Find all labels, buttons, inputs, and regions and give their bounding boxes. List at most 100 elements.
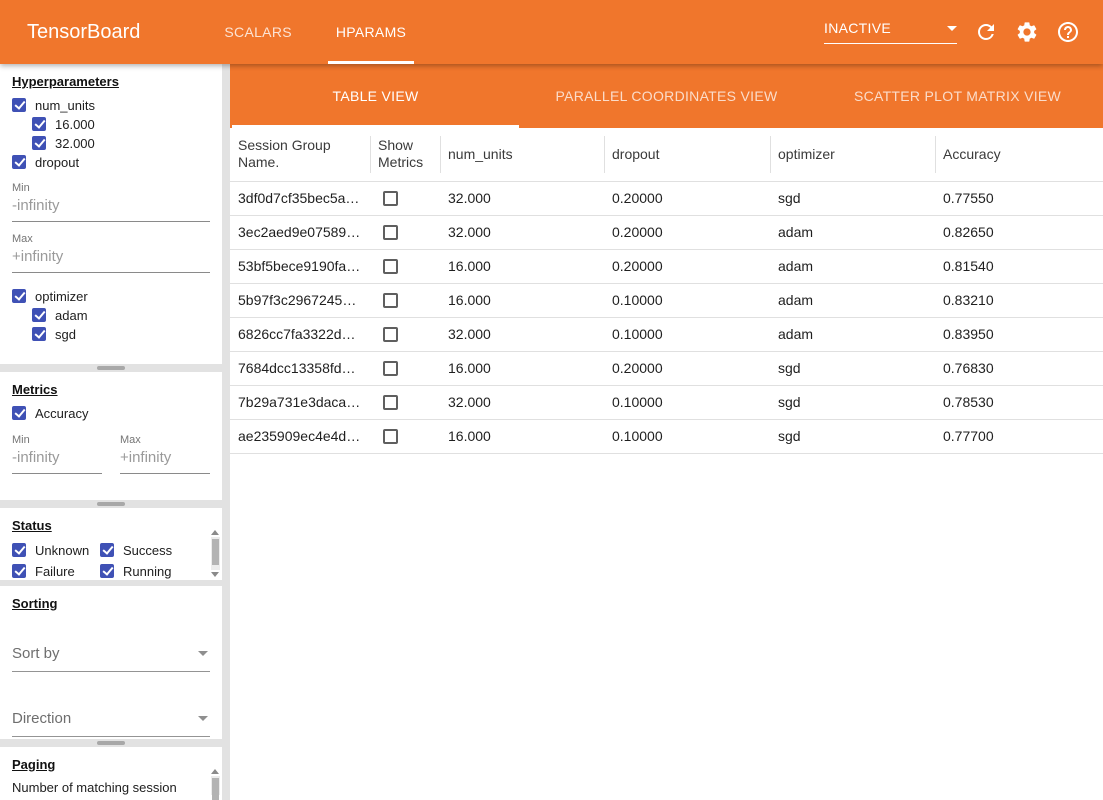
accuracy-cell: 0.83210	[935, 283, 1103, 318]
sorting-section: Sorting Sort by Direction	[0, 586, 222, 739]
resize-handle[interactable]	[97, 741, 125, 745]
tab-table-view[interactable]: TABLE VIEW	[230, 64, 521, 128]
scroll-up-icon[interactable]	[211, 530, 219, 535]
optimizer-adam-checkbox[interactable]	[32, 308, 46, 322]
num-units-checkbox[interactable]	[12, 98, 26, 112]
sorting-title: Sorting	[12, 596, 58, 611]
metric-max-input[interactable]	[120, 446, 210, 474]
scrollbar-thumb[interactable]	[211, 778, 219, 800]
chevron-down-icon	[947, 25, 957, 31]
metric-max-label: Max	[120, 434, 141, 446]
sort-by-select[interactable]: Sort by	[12, 640, 210, 672]
table-row: 53bf5bece9190fa… 16.000 0.20000 adam 0.8…	[230, 249, 1103, 284]
status-success: Success	[100, 541, 194, 559]
tab-scatter-plot-matrix-view[interactable]: SCATTER PLOT MATRIX VIEW	[812, 64, 1103, 128]
table-row: 6826cc7fa3322d82… 32.000 0.10000 adam 0.…	[230, 317, 1103, 352]
param-optimizer-sgd: sgd	[32, 325, 210, 343]
optimizer-sgd-label: sgd	[55, 326, 76, 342]
tab-parallel-coordinates-view[interactable]: PARALLEL COORDINATES VIEW	[521, 64, 812, 128]
table-row: ae235909ec4e4d… 16.000 0.10000 sgd 0.777…	[230, 419, 1103, 454]
status-unknown-checkbox[interactable]	[12, 543, 26, 557]
metric-min-field: Min	[12, 423, 102, 474]
gear-icon[interactable]	[1015, 20, 1039, 44]
tab-hparams-label: HPARAMS	[335, 24, 407, 40]
show-metrics-checkbox[interactable]	[383, 293, 398, 309]
param-num-units: num_units	[12, 96, 210, 114]
num-units-16-checkbox[interactable]	[32, 117, 46, 131]
table-row: 3df0d7cf35bec5a… 32.000 0.20000 sgd 0.77…	[230, 181, 1103, 216]
optimizer-checkbox[interactable]	[12, 289, 26, 303]
table-row: 7684dcc13358fd0… 16.000 0.20000 sgd 0.76…	[230, 351, 1103, 386]
status-failure-checkbox[interactable]	[12, 564, 26, 578]
dropout-label: dropout	[35, 154, 80, 170]
run-status-dropdown[interactable]: INACTIVE	[824, 20, 957, 44]
table-row: 3ec2aed9e07589f… 32.000 0.20000 adam 0.8…	[230, 215, 1103, 250]
metric-accuracy: Accuracy	[12, 404, 210, 422]
num-units-cell: 32.000	[440, 215, 604, 250]
tab-parallel-coordinates-label: PARALLEL COORDINATES VIEW	[555, 88, 778, 104]
session-group-name-cell: 5b97f3c2967245b…	[230, 283, 370, 318]
session-groups-table: Session Group Name. Show Metrics num_uni…	[230, 128, 1103, 454]
chevron-down-icon	[198, 716, 208, 721]
param-num-units-32: 32.000	[32, 134, 210, 152]
param-optimizer-adam: adam	[32, 306, 210, 324]
status-success-checkbox[interactable]	[100, 543, 114, 557]
accuracy-cell: 0.77700	[935, 419, 1103, 454]
sort-by-value: Sort by	[12, 645, 60, 662]
session-group-name-cell: 53bf5bece9190fa…	[230, 249, 370, 284]
optimizer-sgd-checkbox[interactable]	[32, 327, 46, 341]
hyperparameters-section: Hyperparameters num_units 16.000 32.000 …	[0, 64, 222, 364]
tab-hparams[interactable]: HPARAMS	[314, 0, 428, 64]
help-icon[interactable]	[1056, 20, 1080, 44]
session-group-name-cell: 3ec2aed9e07589f…	[230, 215, 370, 250]
app-title: TensorBoard	[27, 20, 141, 43]
show-metrics-cell	[370, 249, 440, 284]
col-show-metrics: Show Metrics	[370, 128, 440, 182]
refresh-icon[interactable]	[974, 20, 998, 44]
show-metrics-checkbox[interactable]	[383, 225, 398, 241]
optimizer-cell: sgd	[770, 419, 935, 454]
show-metrics-checkbox[interactable]	[383, 191, 398, 207]
paging-scrollbar[interactable]	[209, 769, 221, 800]
show-metrics-checkbox[interactable]	[383, 395, 398, 411]
num-units-16-label: 16.000	[55, 116, 95, 132]
show-metrics-checkbox[interactable]	[383, 259, 398, 275]
resize-handle[interactable]	[97, 366, 125, 370]
status-success-label: Success	[123, 542, 173, 558]
paging-section: Paging Number of matching session groups…	[0, 747, 222, 800]
status-running: Running	[100, 562, 194, 580]
num-units-cell: 16.000	[440, 283, 604, 318]
direction-select[interactable]: Direction	[12, 705, 210, 737]
status-unknown: Unknown	[12, 541, 100, 559]
hparams-max-input[interactable]	[12, 245, 210, 273]
show-metrics-checkbox[interactable]	[383, 327, 398, 343]
direction-value: Direction	[12, 710, 72, 727]
dropout-cell: 0.20000	[604, 181, 770, 216]
status-scrollbar[interactable]	[209, 530, 221, 577]
scrollbar-track[interactable]	[210, 537, 220, 570]
show-metrics-checkbox[interactable]	[383, 361, 398, 377]
num-units-32-checkbox[interactable]	[32, 136, 46, 150]
main-content: TABLE VIEW PARALLEL COORDINATES VIEW SCA…	[230, 64, 1103, 800]
status-running-checkbox[interactable]	[100, 564, 114, 578]
run-status-value: INACTIVE	[824, 20, 891, 36]
accuracy-checkbox[interactable]	[12, 406, 26, 420]
metric-min-input[interactable]	[12, 446, 102, 474]
dropout-cell: 0.10000	[604, 385, 770, 420]
hyperparameters-title: Hyperparameters	[12, 74, 119, 89]
accuracy-label: Accuracy	[35, 405, 89, 421]
dropout-cell: 0.20000	[604, 215, 770, 250]
scrollbar-track[interactable]	[210, 776, 220, 800]
show-metrics-cell	[370, 385, 440, 420]
status-section: Status Unknown Success Failure Running	[0, 508, 222, 580]
resize-handle[interactable]	[97, 502, 125, 506]
scroll-up-icon[interactable]	[211, 769, 219, 774]
tab-scalars[interactable]: SCALARS	[202, 0, 313, 64]
dropout-checkbox[interactable]	[12, 155, 26, 169]
section-divider	[0, 364, 222, 372]
scrollbar-thumb[interactable]	[211, 539, 219, 565]
tab-scatter-plot-matrix-label: SCATTER PLOT MATRIX VIEW	[853, 88, 1062, 104]
hparams-min-input[interactable]	[12, 194, 210, 222]
scroll-down-icon[interactable]	[211, 572, 219, 577]
show-metrics-checkbox[interactable]	[383, 429, 398, 445]
